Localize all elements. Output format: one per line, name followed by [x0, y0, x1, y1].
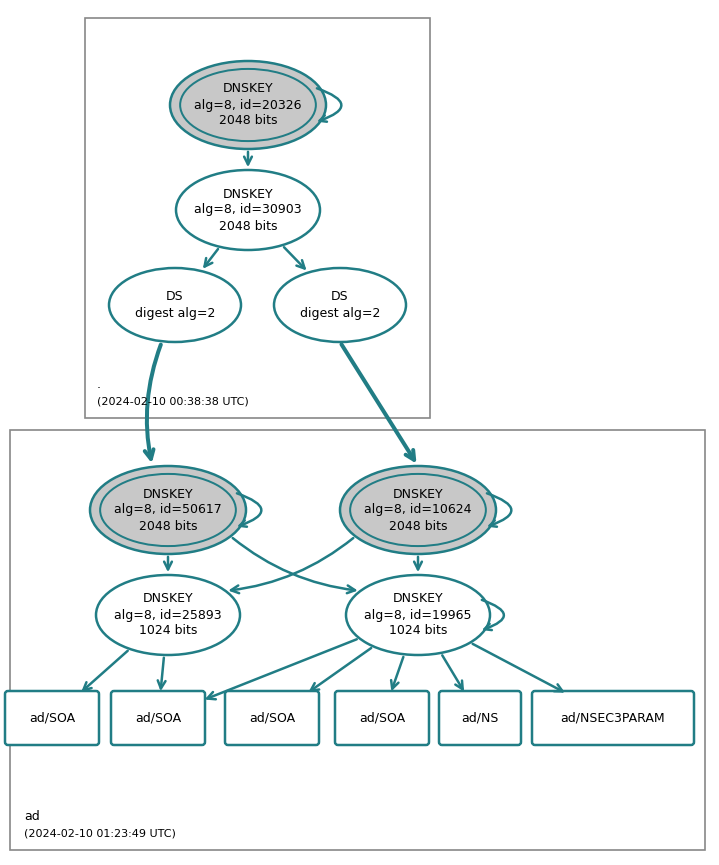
Ellipse shape [350, 474, 486, 546]
Text: DS
digest alg=2: DS digest alg=2 [300, 291, 380, 319]
Ellipse shape [100, 474, 236, 546]
Ellipse shape [96, 575, 240, 655]
FancyBboxPatch shape [5, 691, 99, 745]
Text: (2024-02-10 01:23:49 UTC): (2024-02-10 01:23:49 UTC) [24, 828, 176, 838]
Ellipse shape [180, 69, 316, 141]
Ellipse shape [170, 61, 326, 149]
Text: DNSKEY
alg=8, id=19965
1024 bits: DNSKEY alg=8, id=19965 1024 bits [365, 593, 472, 638]
FancyBboxPatch shape [335, 691, 429, 745]
FancyBboxPatch shape [111, 691, 205, 745]
Text: ad/SOA: ad/SOA [135, 712, 181, 725]
Ellipse shape [176, 170, 320, 250]
Text: ad/SOA: ad/SOA [359, 712, 405, 725]
Ellipse shape [340, 466, 496, 554]
Text: DNSKEY
alg=8, id=20326
2048 bits: DNSKEY alg=8, id=20326 2048 bits [194, 82, 302, 127]
FancyBboxPatch shape [532, 691, 694, 745]
Ellipse shape [274, 268, 406, 342]
Text: ad/NSEC3PARAM: ad/NSEC3PARAM [561, 712, 665, 725]
Text: DNSKEY
alg=8, id=10624
2048 bits: DNSKEY alg=8, id=10624 2048 bits [365, 488, 472, 533]
FancyBboxPatch shape [439, 691, 521, 745]
Text: .: . [97, 378, 101, 391]
Text: DNSKEY
alg=8, id=25893
1024 bits: DNSKEY alg=8, id=25893 1024 bits [114, 593, 222, 638]
Text: ad/SOA: ad/SOA [29, 712, 75, 725]
Ellipse shape [90, 466, 246, 554]
Text: ad/SOA: ad/SOA [249, 712, 295, 725]
FancyBboxPatch shape [225, 691, 319, 745]
Bar [85, 18, 430, 418]
Text: ad/NS: ad/NS [462, 712, 499, 725]
Text: ad: ad [24, 810, 40, 823]
Text: DNSKEY
alg=8, id=30903
2048 bits: DNSKEY alg=8, id=30903 2048 bits [194, 188, 302, 233]
Bar [10, 430, 705, 850]
Text: DNSKEY
alg=8, id=50617
2048 bits: DNSKEY alg=8, id=50617 2048 bits [114, 488, 222, 533]
Text: DS
digest alg=2: DS digest alg=2 [135, 291, 215, 319]
Ellipse shape [346, 575, 490, 655]
Ellipse shape [109, 268, 241, 342]
Text: (2024-02-10 00:38:38 UTC): (2024-02-10 00:38:38 UTC) [97, 396, 249, 406]
